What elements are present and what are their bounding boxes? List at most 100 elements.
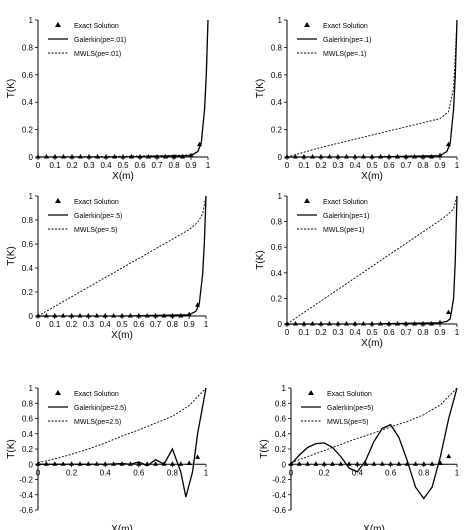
exact-solution-point xyxy=(102,461,108,466)
x-tick-label: 0.1 xyxy=(49,161,61,170)
x-tick-label: 0.3 xyxy=(332,161,344,170)
x-tick-label: 0.1 xyxy=(49,320,61,329)
y-tick-label: 0.8 xyxy=(271,218,283,227)
chart-panel-1: 0 0.1 0.2 0.3 0.4 0.5 0.6 0.7 0.8 0.9 1 0 0.2 0.4 0.6 0… xyxy=(6,16,211,182)
galerkin-line xyxy=(38,195,207,317)
galerkin-line xyxy=(287,195,458,325)
exact-solution-point xyxy=(310,321,315,326)
exact-solution-point xyxy=(318,321,324,326)
legend-marker-triangle xyxy=(55,198,61,203)
x-tick-label: 1 xyxy=(204,320,209,329)
legend-entry-label: MWLS(pe=5) xyxy=(327,419,368,426)
exact-solution-point xyxy=(371,461,377,466)
exact-solution-point xyxy=(44,154,49,159)
exact-solution-point xyxy=(361,321,366,326)
legend-entry-label: MWLS(pe=2.5) xyxy=(74,419,121,426)
exact-solution-point xyxy=(379,461,385,466)
y-tick-label: 0.4 xyxy=(275,430,287,439)
exact-solution-point xyxy=(330,461,335,466)
y-tick-label: 0.6 xyxy=(22,71,34,80)
exact-solution-point xyxy=(293,321,298,326)
x-tick-label: 0.3 xyxy=(83,320,95,329)
x-axis-label: X(m) xyxy=(361,171,383,182)
legend-marker-triangle xyxy=(308,390,314,395)
x-tick-label: 0.2 xyxy=(319,468,331,477)
exact-solution-point xyxy=(153,461,159,466)
x-tick-label: 1 xyxy=(455,161,460,170)
x-tick-label: 0.4 xyxy=(352,468,364,477)
y-tick-label: 1 xyxy=(29,16,34,25)
x-tick-label: 0.7 xyxy=(400,161,412,170)
x-tick-label: 0.9 xyxy=(185,161,197,170)
exact-solution-point xyxy=(169,461,175,466)
y-tick-label: 0.6 xyxy=(275,415,287,424)
exact-solution-point xyxy=(35,154,41,159)
x-axis-label: X(m) xyxy=(361,338,383,349)
y-tick-label: 0 xyxy=(278,320,283,329)
exact-solution-point xyxy=(338,461,344,466)
y-tick-label: 0.6 xyxy=(271,71,283,80)
y-tick-label: 0.8 xyxy=(275,399,287,408)
y-axis-label: T(K) xyxy=(255,79,266,98)
x-tick-label: 0.1 xyxy=(298,328,310,337)
exact-solution-point xyxy=(344,321,349,326)
galerkin-line xyxy=(38,387,207,498)
x-tick-label: 0.7 xyxy=(400,328,412,337)
x-tick-label: 0 xyxy=(36,468,41,477)
y-tick-label: 0.8 xyxy=(22,43,34,52)
legend-entry-label: Exact Solution xyxy=(74,23,119,30)
legend-entry-label: Galerkin(pe=.5) xyxy=(74,213,122,220)
x-tick-label: 0.5 xyxy=(366,328,378,337)
x-tick-label: 1 xyxy=(455,328,460,337)
exact-solution-point xyxy=(313,461,319,466)
y-tick-label: 1 xyxy=(278,192,283,201)
exact-solution-point xyxy=(327,321,332,326)
exact-solution-point xyxy=(186,460,192,465)
x-tick-label: 1 xyxy=(204,468,209,477)
y-axis-label: T(K) xyxy=(6,439,17,458)
x-tick-label: 0.4 xyxy=(100,468,112,477)
exact-solution-point xyxy=(43,313,49,318)
legend-entry-label: Galerkin(pe=5) xyxy=(327,405,374,412)
x-tick-label: 0.4 xyxy=(349,161,361,170)
x-tick-label: 0.3 xyxy=(332,328,344,337)
exact-solution-point xyxy=(102,313,108,318)
y-tick-label: 0 xyxy=(278,153,283,162)
exact-solution-point xyxy=(178,461,184,466)
y-tick-label: 0.4 xyxy=(271,98,283,107)
exact-solution-point xyxy=(52,154,58,159)
x-tick-label: 0.5 xyxy=(116,320,128,329)
exact-solution-point xyxy=(318,154,324,159)
mwls-line xyxy=(37,387,207,464)
exact-solution-point xyxy=(344,154,349,159)
x-tick-label: 0.8 xyxy=(167,468,179,477)
exact-solution-point xyxy=(94,313,100,318)
exact-solution-point xyxy=(69,154,75,159)
x-tick-label: 0.6 xyxy=(134,161,146,170)
x-tick-label: 0.8 xyxy=(417,161,429,170)
galerkin-line xyxy=(287,19,458,158)
legend-entry-label: Exact Solution xyxy=(327,391,372,398)
x-tick-label: 0.5 xyxy=(117,161,129,170)
x-tick-label: 0.6 xyxy=(383,328,395,337)
mwls-line xyxy=(37,19,209,158)
x-tick-label: 0.8 xyxy=(167,320,179,329)
x-axis-label: X(m) xyxy=(112,171,134,182)
y-tick-label: 0.4 xyxy=(22,98,34,107)
y-tick-label: 1 xyxy=(29,384,34,393)
x-tick-label: 0.5 xyxy=(366,161,378,170)
exact-solution-point xyxy=(119,313,125,318)
exact-solution-point xyxy=(43,461,49,466)
y-tick-label: 0 xyxy=(29,153,34,162)
exact-solution-point xyxy=(301,321,307,326)
legend-entry-label: Exact Solution xyxy=(74,391,119,398)
legend-entry-label: Exact Solution xyxy=(323,199,368,206)
exact-solution-point xyxy=(363,461,369,466)
exact-solution-point xyxy=(352,154,358,159)
mwls-line xyxy=(290,387,458,464)
exact-solution-point xyxy=(305,461,311,466)
exact-solution-point xyxy=(52,313,58,318)
chart-panel-3: 0 0.1 0.2 0.3 0.4 0.5 0.6 0.7 0.8 0.9 1 0 0.2 0.4 0.6 0… xyxy=(6,192,209,341)
exact-solution-point xyxy=(195,454,201,459)
y-axis-label: T(K) xyxy=(6,79,17,98)
